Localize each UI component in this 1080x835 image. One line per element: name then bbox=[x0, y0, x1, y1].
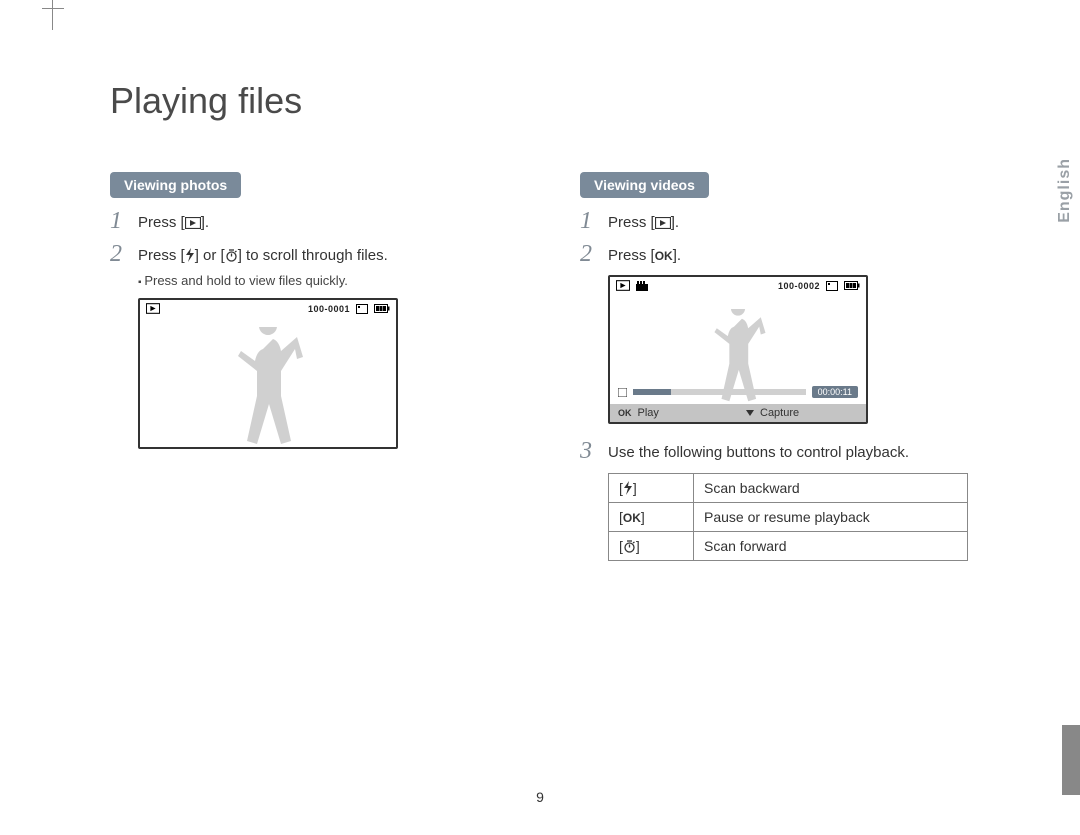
control-desc: Scan backward bbox=[694, 473, 968, 502]
page-content: Playing files Viewing photos 1 Press [].… bbox=[110, 80, 990, 780]
flash-icon bbox=[185, 248, 195, 262]
progress-row: 00:00:11 bbox=[618, 386, 858, 398]
ok-label: OK bbox=[618, 408, 632, 418]
table-row: [] Scan forward bbox=[609, 531, 968, 560]
language-tab: English bbox=[1050, 130, 1080, 250]
card-icon bbox=[826, 281, 838, 291]
file-counter: 100-0001 bbox=[308, 304, 350, 314]
ok-label: OK bbox=[655, 249, 673, 263]
photos-step-2: 2 Press [] or [] to scroll through files… bbox=[110, 241, 520, 268]
photos-step-1: 1 Press []. bbox=[110, 208, 520, 235]
footer-play: OK Play bbox=[610, 404, 738, 422]
page-number: 9 bbox=[536, 789, 544, 805]
file-counter: 100-0002 bbox=[778, 281, 820, 291]
video-screen: 100-0002 00:00:11 OK bbox=[608, 275, 868, 424]
videos-step-2: 2 Press [OK]. bbox=[580, 241, 990, 268]
footer-capture: Capture bbox=[738, 404, 866, 422]
play-icon bbox=[146, 303, 160, 314]
play-icon bbox=[616, 280, 630, 291]
control-desc: Pause or resume playback bbox=[694, 502, 968, 531]
down-icon bbox=[746, 409, 754, 417]
capture-label: Capture bbox=[760, 407, 799, 419]
video-preview: 00:00:11 bbox=[610, 294, 866, 404]
step-number: 1 bbox=[580, 208, 608, 234]
progress-track bbox=[633, 389, 806, 395]
flash-icon bbox=[623, 481, 633, 495]
video-screen-footer: OK Play Capture bbox=[610, 404, 866, 422]
photo-preview bbox=[140, 317, 396, 447]
videos-heading: Viewing videos bbox=[580, 172, 709, 198]
videos-step-1: 1 Press []. bbox=[580, 208, 990, 235]
crop-mark-top bbox=[42, 8, 64, 9]
two-column-layout: Viewing photos 1 Press []. 2 Press [] or… bbox=[110, 172, 990, 561]
step-number: 3 bbox=[580, 438, 608, 464]
control-desc: Scan forward bbox=[694, 531, 968, 560]
timer-icon bbox=[225, 249, 238, 262]
battery-icon bbox=[844, 281, 860, 290]
step-text: Press [OK]. bbox=[608, 241, 990, 268]
person-silhouette bbox=[233, 327, 303, 447]
ok-label: OK bbox=[623, 511, 641, 525]
videos-step-3: 3 Use the following buttons to control p… bbox=[580, 438, 990, 465]
video-screen-header: 100-0002 bbox=[610, 277, 866, 294]
step-number: 1 bbox=[110, 208, 138, 234]
play-icon bbox=[185, 217, 201, 229]
control-key: [OK] bbox=[609, 502, 694, 531]
step-number: 2 bbox=[110, 241, 138, 267]
col-photos: Viewing photos 1 Press []. 2 Press [] or… bbox=[110, 172, 520, 561]
photos-heading: Viewing photos bbox=[110, 172, 241, 198]
card-icon bbox=[356, 304, 368, 314]
step-text: Use the following buttons to control pla… bbox=[608, 438, 990, 465]
control-key: [] bbox=[609, 473, 694, 502]
step-text: Press []. bbox=[138, 208, 520, 235]
step-text: Press []. bbox=[608, 208, 990, 235]
movie-icon bbox=[636, 281, 648, 291]
crop-mark-left bbox=[52, 0, 53, 30]
play-label: Play bbox=[638, 407, 659, 419]
photos-sub-bullet: Press and hold to view files quickly. bbox=[138, 273, 520, 288]
control-key: [] bbox=[609, 531, 694, 560]
table-row: [OK] Pause or resume playback bbox=[609, 502, 968, 531]
col-videos: Viewing videos 1 Press []. 2 Press [OK]. bbox=[580, 172, 990, 561]
progress-fill bbox=[633, 389, 671, 395]
language-tab-label: English bbox=[1056, 158, 1074, 223]
timer-icon bbox=[623, 540, 636, 553]
step-text: Press [] or [] to scroll through files. bbox=[138, 241, 520, 268]
play-icon bbox=[655, 217, 671, 229]
stop-icon bbox=[618, 388, 627, 397]
photo-screen: 100-0001 bbox=[138, 298, 398, 449]
timecode: 00:00:11 bbox=[812, 386, 858, 398]
controls-table: [] Scan backward [OK] Pause or resume pl… bbox=[608, 473, 968, 561]
section-indicator-bar bbox=[1062, 725, 1080, 795]
table-row: [] Scan backward bbox=[609, 473, 968, 502]
battery-icon bbox=[374, 304, 390, 313]
photo-screen-header: 100-0001 bbox=[140, 300, 396, 317]
step-number: 2 bbox=[580, 241, 608, 267]
page-title: Playing files bbox=[110, 80, 990, 122]
